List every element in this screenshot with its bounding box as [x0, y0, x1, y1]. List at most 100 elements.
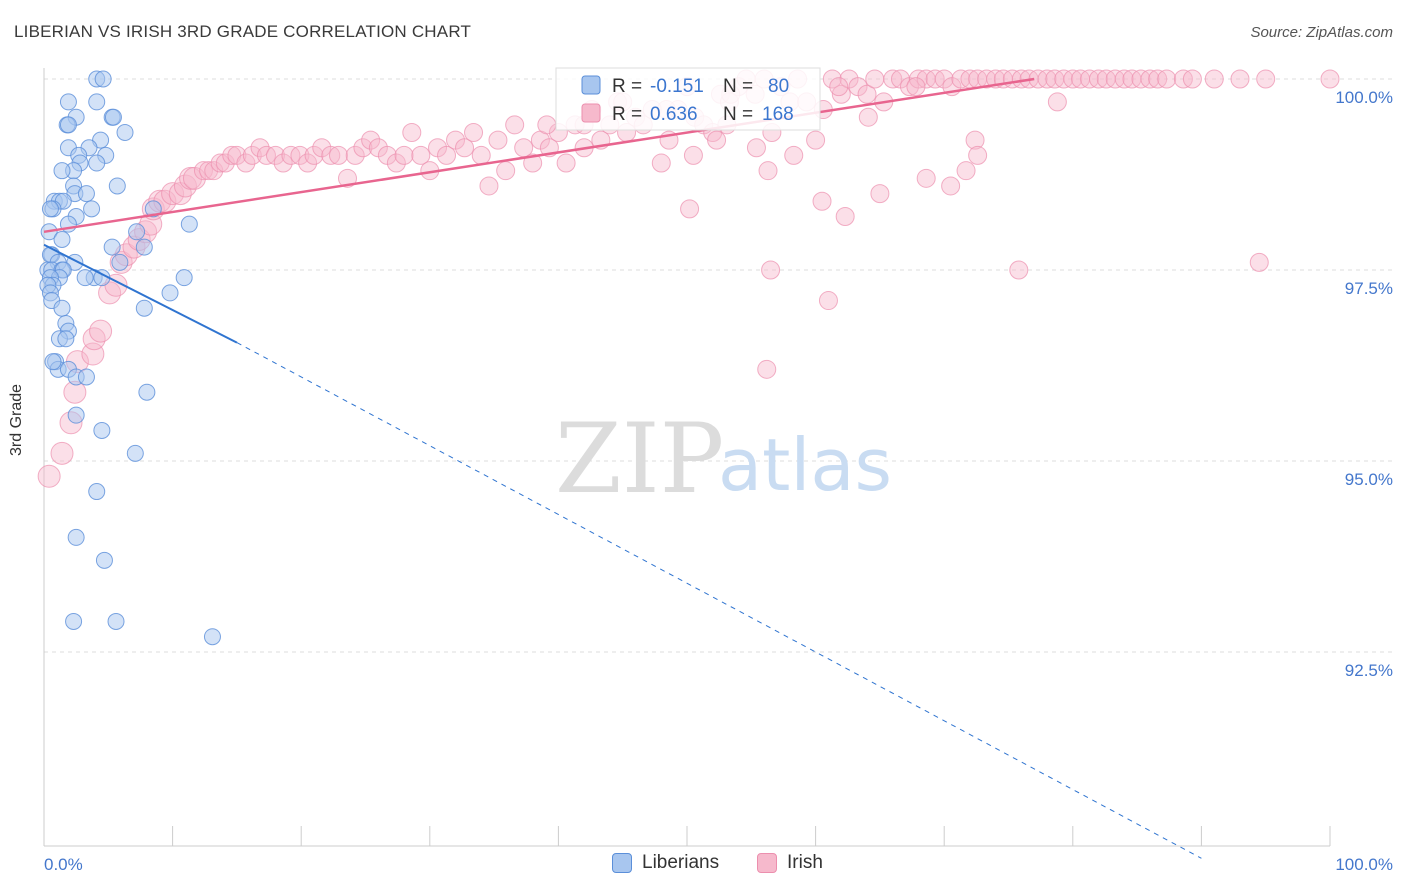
liberian-point: [180, 215, 198, 233]
chart-title: LIBERIAN VS IRISH 3RD GRADE CORRELATION …: [14, 22, 472, 41]
irish-point: [908, 69, 928, 89]
stats-swatch-irish: [581, 103, 601, 123]
liberian-point: [83, 200, 101, 218]
irish-trend-line: [43, 77, 1035, 234]
irish-point: [505, 115, 525, 135]
liberian-point: [103, 238, 121, 256]
liberian-point: [111, 253, 129, 271]
irish-point: [1089, 69, 1109, 89]
irish-point: [290, 145, 310, 165]
liberian-point: [41, 200, 59, 218]
liberian-point: [88, 483, 106, 501]
irish-point: [50, 441, 74, 465]
watermark-zip: ZIP: [555, 403, 724, 515]
y-tick-label: 100.0%: [1335, 88, 1393, 107]
liberian-point: [94, 70, 112, 88]
irish-point: [402, 122, 422, 142]
liberian-point: [57, 330, 75, 348]
stats-n-irish: 168: [762, 104, 794, 125]
stats-r-label-liberians: R =: [612, 76, 642, 97]
irish-point: [496, 161, 516, 181]
liberian-point: [76, 269, 94, 287]
irish-point: [199, 161, 219, 181]
irish-point: [1009, 260, 1029, 280]
liberian-point: [203, 628, 221, 646]
watermark-atlas: atlas: [718, 423, 892, 507]
irish-point: [298, 153, 318, 173]
liberian-point: [108, 177, 126, 195]
watermark: ZIP atlas: [555, 403, 892, 515]
irish-point: [1256, 69, 1276, 89]
irish-point: [488, 130, 508, 150]
liberian-point: [59, 116, 77, 134]
liberian-point: [107, 612, 125, 630]
irish-point: [523, 153, 543, 173]
liberian-trend-extension: [236, 342, 1202, 859]
irish-point: [250, 138, 270, 158]
liberian-point: [144, 200, 162, 218]
irish-point: [757, 359, 777, 379]
liberian-point: [93, 421, 111, 439]
liberian-point: [53, 162, 71, 180]
irish-point: [1182, 69, 1202, 89]
irish-point: [273, 153, 293, 173]
irish-point: [1320, 69, 1340, 89]
irish-point: [236, 153, 256, 173]
irish-point: [680, 199, 700, 219]
stats-r-irish: 0.636: [650, 104, 698, 125]
irish-point: [956, 161, 976, 181]
irish-point: [455, 138, 475, 158]
irish-point: [1230, 69, 1250, 89]
irish-point: [464, 122, 484, 142]
liberian-point: [175, 269, 193, 287]
stats-r-liberians: -0.151: [650, 76, 704, 97]
legend-swatch-irish: [757, 853, 777, 873]
irish-point: [556, 153, 576, 173]
irish-point: [831, 84, 851, 104]
irish-point: [1204, 69, 1224, 89]
y-tick-label: 95.0%: [1345, 470, 1393, 489]
legend-item-liberians[interactable]: Liberians: [612, 852, 719, 874]
irish-point: [818, 291, 838, 311]
liberian-point: [88, 154, 106, 172]
irish-point: [337, 168, 357, 188]
legend-item-irish[interactable]: Irish: [757, 852, 823, 874]
irish-point: [82, 327, 106, 351]
irish-point: [1063, 69, 1083, 89]
irish-point: [758, 161, 778, 181]
y-tick-label: 97.5%: [1345, 279, 1393, 298]
stats-r-label-irish: R =: [612, 104, 642, 125]
irish-point: [651, 153, 671, 173]
liberian-point: [53, 299, 71, 317]
irish-point: [210, 153, 230, 173]
liberian-point: [77, 185, 95, 203]
irish-point: [161, 182, 185, 206]
irish-point: [906, 77, 926, 97]
irish-point: [242, 145, 262, 165]
trend-lines: [43, 77, 1202, 859]
liberian-points: [39, 70, 221, 646]
legend-swatch-liberians: [612, 853, 632, 873]
legend-label-liberians: Liberians: [642, 852, 720, 873]
liberian-point: [104, 108, 122, 126]
liberian-point: [59, 93, 77, 111]
liberian-point: [126, 444, 144, 462]
irish-point: [968, 145, 988, 165]
irish-point: [941, 176, 961, 196]
stats-n-liberians: 80: [768, 76, 789, 97]
irish-point: [353, 138, 373, 158]
x-tick-label-min: 0.0%: [44, 855, 83, 874]
irish-point: [870, 184, 890, 204]
irish-point: [321, 145, 341, 165]
liberian-point: [135, 238, 153, 256]
irish-point: [916, 168, 936, 188]
irish-point: [965, 130, 985, 150]
irish-point: [883, 69, 903, 89]
irish-point: [328, 145, 348, 165]
liberian-point: [65, 612, 83, 630]
irish-point: [683, 145, 703, 165]
irish-point: [707, 130, 727, 150]
liberian-point: [116, 123, 134, 141]
legend-label-irish: Irish: [787, 852, 823, 873]
